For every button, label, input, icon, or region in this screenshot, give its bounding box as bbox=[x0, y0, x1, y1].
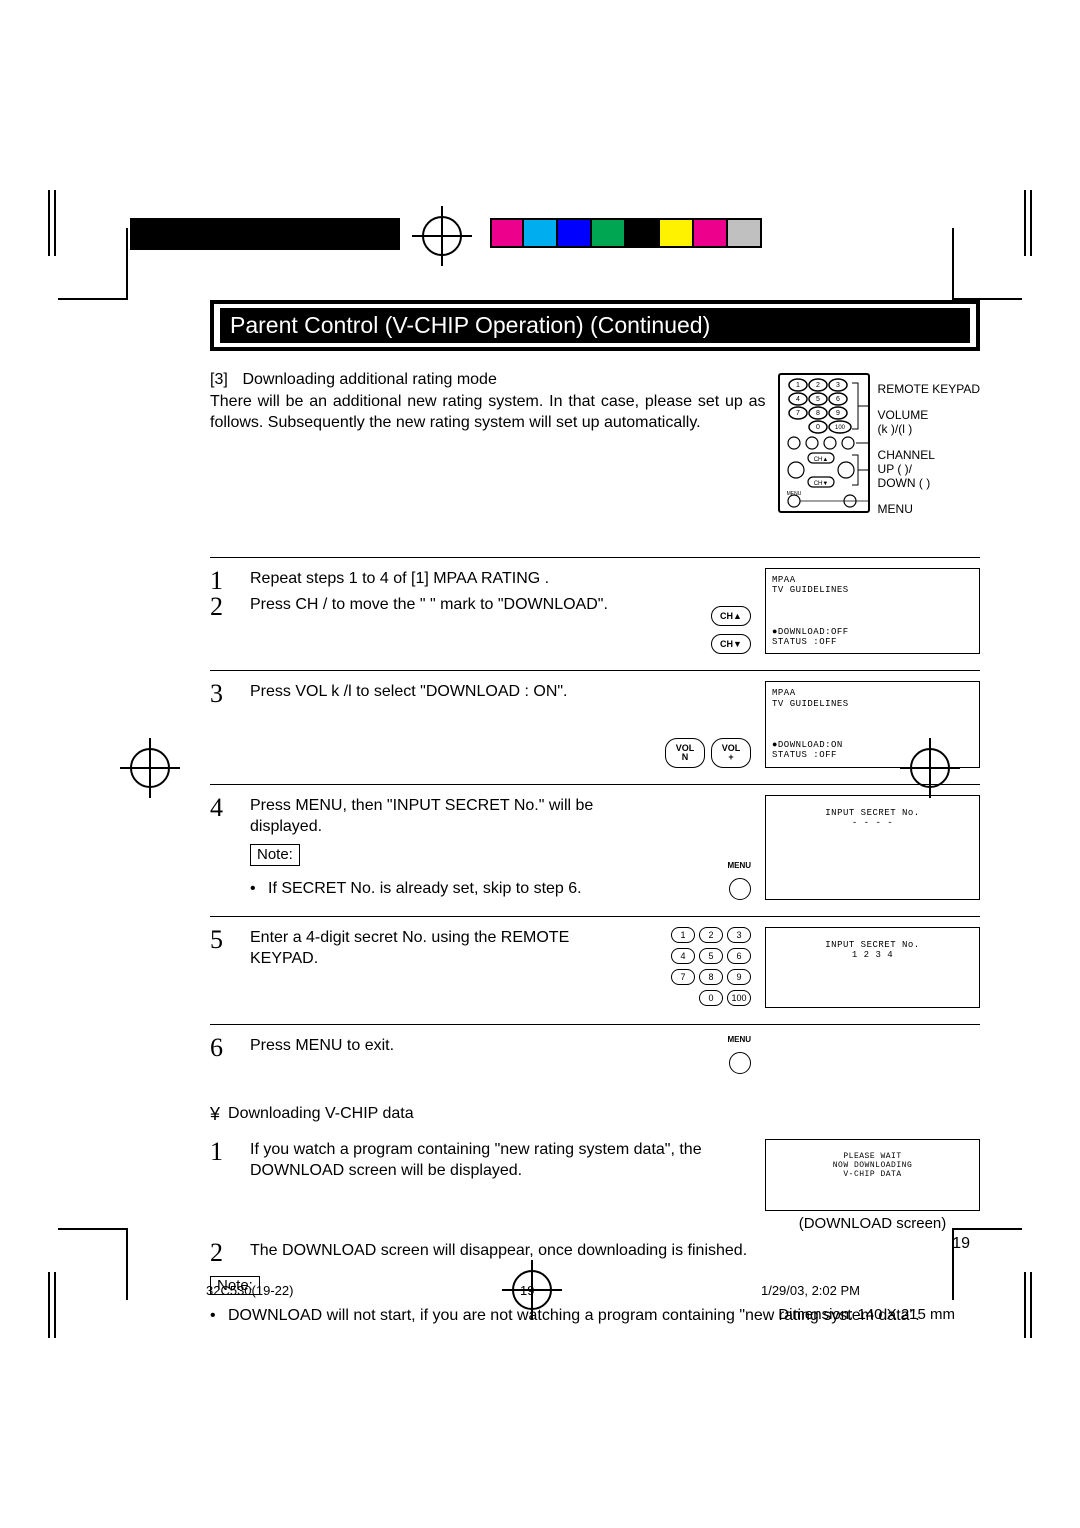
footer-date: 1/29/03, 2:02 PM bbox=[761, 1283, 860, 1298]
bullet-dot-2: • bbox=[210, 1307, 220, 1325]
svg-text:1: 1 bbox=[796, 382, 800, 389]
svg-text:0: 0 bbox=[816, 424, 820, 431]
menu-button-1 bbox=[729, 878, 751, 900]
section-3-intro: [3] Downloading additional rating mode T… bbox=[210, 369, 980, 517]
ch-down-button: CH▼ bbox=[711, 634, 751, 654]
remote-label-channel: CHANNEL bbox=[878, 449, 980, 461]
step-5: 5 Enter a 4-digit secret No. using the R… bbox=[210, 917, 980, 1025]
osd-screen-1: MPAA TV GUIDELINES ●DOWNLOAD:OFF STATUS … bbox=[765, 568, 980, 654]
remote-label-channel-b: UP ( )/ bbox=[878, 463, 980, 475]
step-4-number: 4 bbox=[210, 795, 236, 900]
remote-label-channel-c: DOWN ( ) bbox=[878, 477, 980, 489]
step-6: 6 Press MENU to exit. MENU bbox=[210, 1025, 980, 1090]
step-2-number: 2 bbox=[210, 594, 236, 620]
dimension-label: Dimension: 140 X 215 mm bbox=[778, 1306, 955, 1323]
step-4-text: Press MENU, then "INPUT SECRET No." will… bbox=[250, 795, 657, 838]
svg-text:9: 9 bbox=[836, 410, 840, 417]
step-b2-text: The DOWNLOAD screen will disappear, once… bbox=[250, 1240, 980, 1266]
menu-label-2: MENU bbox=[727, 1035, 751, 1044]
svg-text:2: 2 bbox=[816, 382, 820, 389]
svg-text:6: 6 bbox=[836, 396, 840, 403]
remote-label-volume: VOLUME bbox=[878, 409, 980, 421]
svg-text:CH▼: CH▼ bbox=[813, 481, 828, 487]
register-target-left bbox=[130, 748, 170, 788]
svg-text:5: 5 bbox=[816, 396, 820, 403]
step-1-text: Repeat steps 1 to 4 of [1] MPAA RATING . bbox=[250, 568, 657, 594]
step-b1: 1 If you watch a program containing "new… bbox=[210, 1129, 980, 1236]
step-1-2: 1 Repeat steps 1 to 4 of [1] MPAA RATING… bbox=[210, 557, 980, 671]
print-footer: 32C530(19-22) 19 1/29/03, 2:02 PM bbox=[206, 1283, 860, 1298]
step-3: 3 Press VOL k /l to select "DOWNLOAD : O… bbox=[210, 671, 980, 784]
bullet-dot: • bbox=[250, 878, 260, 900]
ch-up-button: CH▲ bbox=[711, 606, 751, 626]
black-register-bar bbox=[130, 218, 400, 250]
remote-label-volume-b: (k )/(l ) bbox=[878, 423, 980, 435]
step-b1-number: 1 bbox=[210, 1139, 236, 1232]
note-box-1: Note: bbox=[250, 844, 300, 866]
osd-screen-download: PLEASE WAIT NOW DOWNLOADING V-CHIP DATA bbox=[765, 1139, 980, 1211]
section-3-label: [3] bbox=[210, 369, 238, 391]
section-3-body: There will be an additional new rating s… bbox=[210, 393, 766, 432]
svg-text:100: 100 bbox=[835, 425, 846, 431]
svg-text:MENU: MENU bbox=[786, 491, 801, 497]
footer-page: 19 bbox=[520, 1283, 534, 1298]
remote-diagram: 1 2 3 4 5 6 7 8 9 0 100 bbox=[778, 369, 870, 517]
color-bar bbox=[490, 218, 762, 248]
register-target-top bbox=[422, 216, 462, 256]
vol-plus-button: VOL + bbox=[711, 738, 751, 768]
step-6-number: 6 bbox=[210, 1035, 236, 1074]
menu-button-2 bbox=[729, 1052, 751, 1074]
step-5-text: Enter a 4-digit secret No. using the REM… bbox=[250, 927, 641, 1008]
svg-text:7: 7 bbox=[796, 410, 800, 417]
section-title: Parent Control (V-CHIP Operation) (Conti… bbox=[220, 308, 970, 343]
section-3-heading: Downloading additional rating mode bbox=[242, 371, 496, 388]
vol-minus-button: VOL N bbox=[665, 738, 705, 768]
step-3-number: 3 bbox=[210, 681, 236, 767]
step-b2-number: 2 bbox=[210, 1240, 236, 1266]
step-6-text: Press MENU to exit. bbox=[250, 1035, 657, 1074]
download-screen-caption: (DOWNLOAD screen) bbox=[765, 1215, 980, 1232]
step-b1-text: If you watch a program containing "new r… bbox=[250, 1139, 751, 1232]
osd-screen-3: INPUT SECRET No. - - - - bbox=[765, 795, 980, 900]
svg-text:4: 4 bbox=[796, 396, 800, 403]
subheader-download-vchip: ¥ Downloading V-CHIP data bbox=[210, 1104, 980, 1125]
step-5-number: 5 bbox=[210, 927, 236, 1008]
keypad-icon: 123 456 789 0100 bbox=[671, 927, 751, 1008]
step-4-note: If SECRET No. is already set, skip to st… bbox=[268, 878, 582, 900]
step-3-text: Press VOL k /l to select "DOWNLOAD : ON"… bbox=[250, 681, 657, 767]
svg-text:CH▲: CH▲ bbox=[813, 457, 828, 463]
svg-text:8: 8 bbox=[816, 410, 820, 417]
section-title-bar: Parent Control (V-CHIP Operation) (Conti… bbox=[210, 300, 980, 351]
page-number: 19 bbox=[952, 1235, 970, 1253]
remote-label-keypad: REMOTE KEYPAD bbox=[878, 383, 980, 395]
remote-label-menu: MENU bbox=[878, 503, 980, 515]
step-2-text: Press CH / to move the " " mark to "DOWN… bbox=[250, 594, 657, 620]
step-1-number: 1 bbox=[210, 568, 236, 594]
svg-text:3: 3 bbox=[836, 382, 840, 389]
step-4: 4 Press MENU, then "INPUT SECRET No." wi… bbox=[210, 785, 980, 917]
osd-screen-2: MPAA TV GUIDELINES ●DOWNLOAD:ON STATUS :… bbox=[765, 681, 980, 767]
osd-screen-4: INPUT SECRET No. 1 2 3 4 bbox=[765, 927, 980, 1008]
menu-label-1: MENU bbox=[727, 861, 751, 870]
step-b2: 2 The DOWNLOAD screen will disappear, on… bbox=[210, 1236, 980, 1270]
footer-file: 32C530(19-22) bbox=[206, 1283, 293, 1298]
